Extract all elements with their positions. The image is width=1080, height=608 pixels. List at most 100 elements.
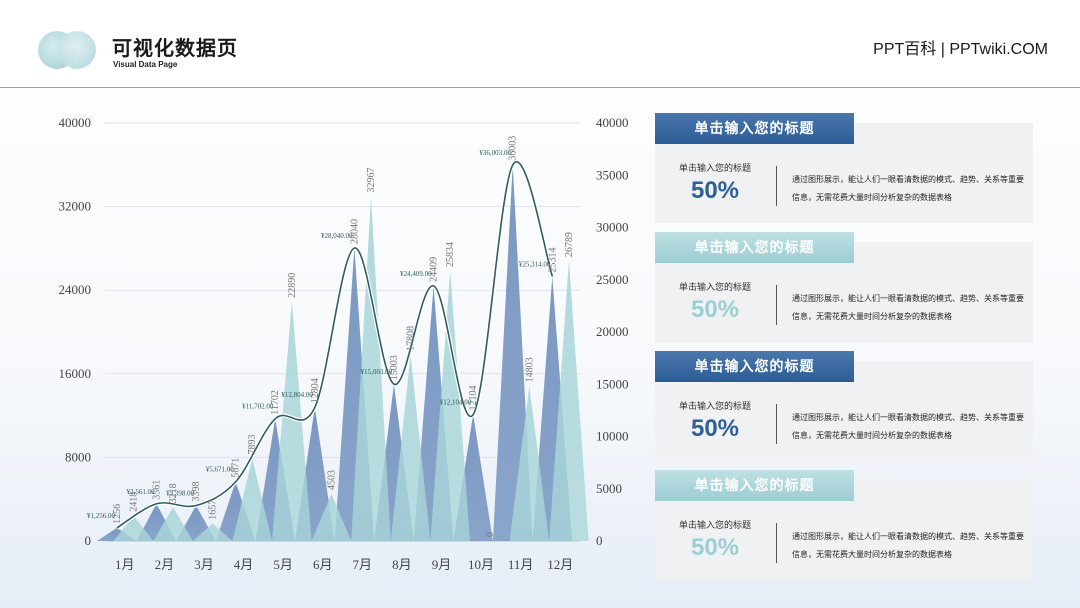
x-tick-label: 5月 <box>273 557 293 572</box>
line-value-label: ¥25,314.00 <box>519 260 551 268</box>
y-right-tick-label: 5000 <box>596 481 622 496</box>
bar-value-label: 15003 <box>389 355 400 380</box>
bar-series-2 <box>311 493 352 541</box>
y-right-tick-label: 25000 <box>596 272 629 287</box>
y-right-tick-label: 15000 <box>596 376 629 391</box>
x-tick-label: 12月 <box>547 557 573 572</box>
data-labels: ¥1,256.00 ¥3,561.00 ¥3,398.00 ¥5,671.00 ¥11,… <box>87 136 575 537</box>
bar-series-2 <box>113 515 154 541</box>
panel-label: 单击输入您的标题 <box>678 163 751 173</box>
panel-description: 通过图形展示，能让人们一眼看清数据的模式、趋势、关系等重要信息，无需花费大量时间… <box>792 175 1024 202</box>
panel-divider <box>776 404 777 444</box>
bar-series-2 <box>192 523 233 541</box>
x-tick-label: 7月 <box>353 557 373 572</box>
bar-value-label: 2418 <box>129 492 140 512</box>
panel-label: 单击输入您的标题 <box>678 401 751 411</box>
brand-text: PPT百科 | PPTwiki.COM <box>873 41 1048 58</box>
y-left-tick-label: 24000 <box>59 282 92 297</box>
bar-value-label: 7893 <box>247 435 258 455</box>
x-tick-label: 2月 <box>155 557 175 572</box>
bar-value-label: 12804 <box>310 378 321 403</box>
header-divider <box>0 87 1080 88</box>
line-value-label: ¥28,040.00 <box>321 232 353 240</box>
bar-value-label: 5671 <box>231 458 242 478</box>
panel-percentage: 50% <box>690 177 740 204</box>
x-tick-label: 8月 <box>392 557 412 572</box>
panel-percentage: 50% <box>690 415 740 442</box>
bar-value-label: 12104 <box>468 386 479 411</box>
bar-value-label: 14803 <box>524 357 535 382</box>
y-left-tick-label: 8000 <box>65 449 91 464</box>
panel-label: 单击输入您的标题 <box>678 520 751 530</box>
panel-description: 通过图形展示，能让人们一眼看清数据的模式、趋势、关系等重要信息，无需花费大量时间… <box>792 294 1024 321</box>
bar-series-2 <box>232 458 273 541</box>
bar-series <box>97 164 589 541</box>
bar-series-2 <box>509 386 550 541</box>
bar-value-label: 24409 <box>429 257 440 282</box>
x-tick-label: 10月 <box>468 557 494 572</box>
line-series-3 <box>116 161 554 529</box>
panel-divider <box>776 166 777 206</box>
logo-circle-right <box>58 31 96 69</box>
bar-value-label: 28040 <box>349 219 360 244</box>
page-title: 可视化数据页 <box>112 38 238 60</box>
y-left-tick-label: 32000 <box>59 199 92 214</box>
line-value-label: ¥24,409.00 <box>400 270 432 278</box>
x-tick-label: 9月 <box>432 557 452 572</box>
line-value-label: ¥5,671.00 <box>206 466 235 474</box>
y-right-tick-label: 20000 <box>596 324 629 339</box>
x-tick-label: 1月 <box>115 557 135 572</box>
bar-series-2 <box>351 196 391 541</box>
y-left-tick-label: 40000 <box>59 115 92 130</box>
line-value-label: ¥12,104.00 <box>440 399 472 407</box>
bar-value-label: 1256 <box>112 504 123 524</box>
bar-value-label: 3561 <box>151 480 162 500</box>
panel-description: 通过图形展示，能让人们一眼看清数据的模式、趋势、关系等重要信息，无需花费大量时间… <box>792 532 1024 559</box>
bar-value-label: 0 <box>485 532 496 537</box>
y-left-tick-label: 0 <box>85 533 92 548</box>
bar-value-label: 3218 <box>168 483 179 503</box>
y-right-tick-label: 40000 <box>596 115 629 130</box>
bar-value-label: 36003 <box>508 136 519 161</box>
y-left-tick-label: 16000 <box>59 366 92 381</box>
bar-value-label: 25834 <box>445 242 456 267</box>
bar-series-2 <box>430 271 470 541</box>
y-right-tick-label: 0 <box>596 533 603 548</box>
line-value-label: ¥1,256.00 <box>87 512 116 520</box>
y-right-tick-label: 35000 <box>596 167 629 182</box>
panel-title-tag[interactable]: 单击输入您的标题 <box>655 470 854 501</box>
bar-value-label: 11702 <box>270 390 281 415</box>
panel-title-tag[interactable]: 单击输入您的标题 <box>655 113 854 144</box>
x-tick-label: 6月 <box>313 557 333 572</box>
line-value-label: ¥12,804.00 <box>281 391 313 399</box>
bar-value-label: 3398 <box>191 481 202 501</box>
bar-value-label: 25314 <box>547 247 558 272</box>
x-tick-label: 4月 <box>234 557 254 572</box>
panel-percentage: 50% <box>690 534 740 561</box>
bar-value-label: 17808 <box>406 326 417 351</box>
bar-value-label: 4503 <box>326 470 337 490</box>
panel-label: 单击输入您的标题 <box>678 282 751 292</box>
line-value-label: ¥36,003.00 <box>479 149 511 157</box>
axis-ticks: 0 8000 16000 24000 32000 40000 0 5000 10000 15000… <box>59 115 629 572</box>
panel-title-tag[interactable]: 单击输入您的标题 <box>655 232 854 263</box>
bar-value-label: 26789 <box>564 232 575 257</box>
panel-description: 通过图形展示，能让人们一眼看清数据的模式、趋势、关系等重要信息，无需花费大量时间… <box>792 413 1024 440</box>
bar-series-2 <box>549 261 589 541</box>
line-value-label: ¥11,702.00 <box>242 403 274 411</box>
y-right-tick-label: 10000 <box>596 429 629 444</box>
line-value-label: ¥3,398.00 <box>166 489 195 497</box>
bar-value-label: 22890 <box>287 273 298 298</box>
page-subtitle: Visual Data Page <box>113 60 178 69</box>
line-value-label: ¥15,003.00 <box>361 368 393 376</box>
combo-chart: ¥1,256.00 ¥3,561.00 ¥3,398.00 ¥5,671.00 ¥11,… <box>59 115 629 572</box>
bar-series-2 <box>153 507 193 541</box>
bar-value-label: 1657 <box>208 500 219 520</box>
panel-divider <box>776 285 777 325</box>
line-value-label: ¥3,561.00 <box>127 488 156 496</box>
panel-title-tag[interactable]: 单击输入您的标题 <box>655 351 854 382</box>
x-tick-label: 3月 <box>194 557 214 572</box>
x-tick-label: 11月 <box>508 557 534 572</box>
bar-series-2 <box>272 301 312 541</box>
line-series <box>115 159 555 530</box>
